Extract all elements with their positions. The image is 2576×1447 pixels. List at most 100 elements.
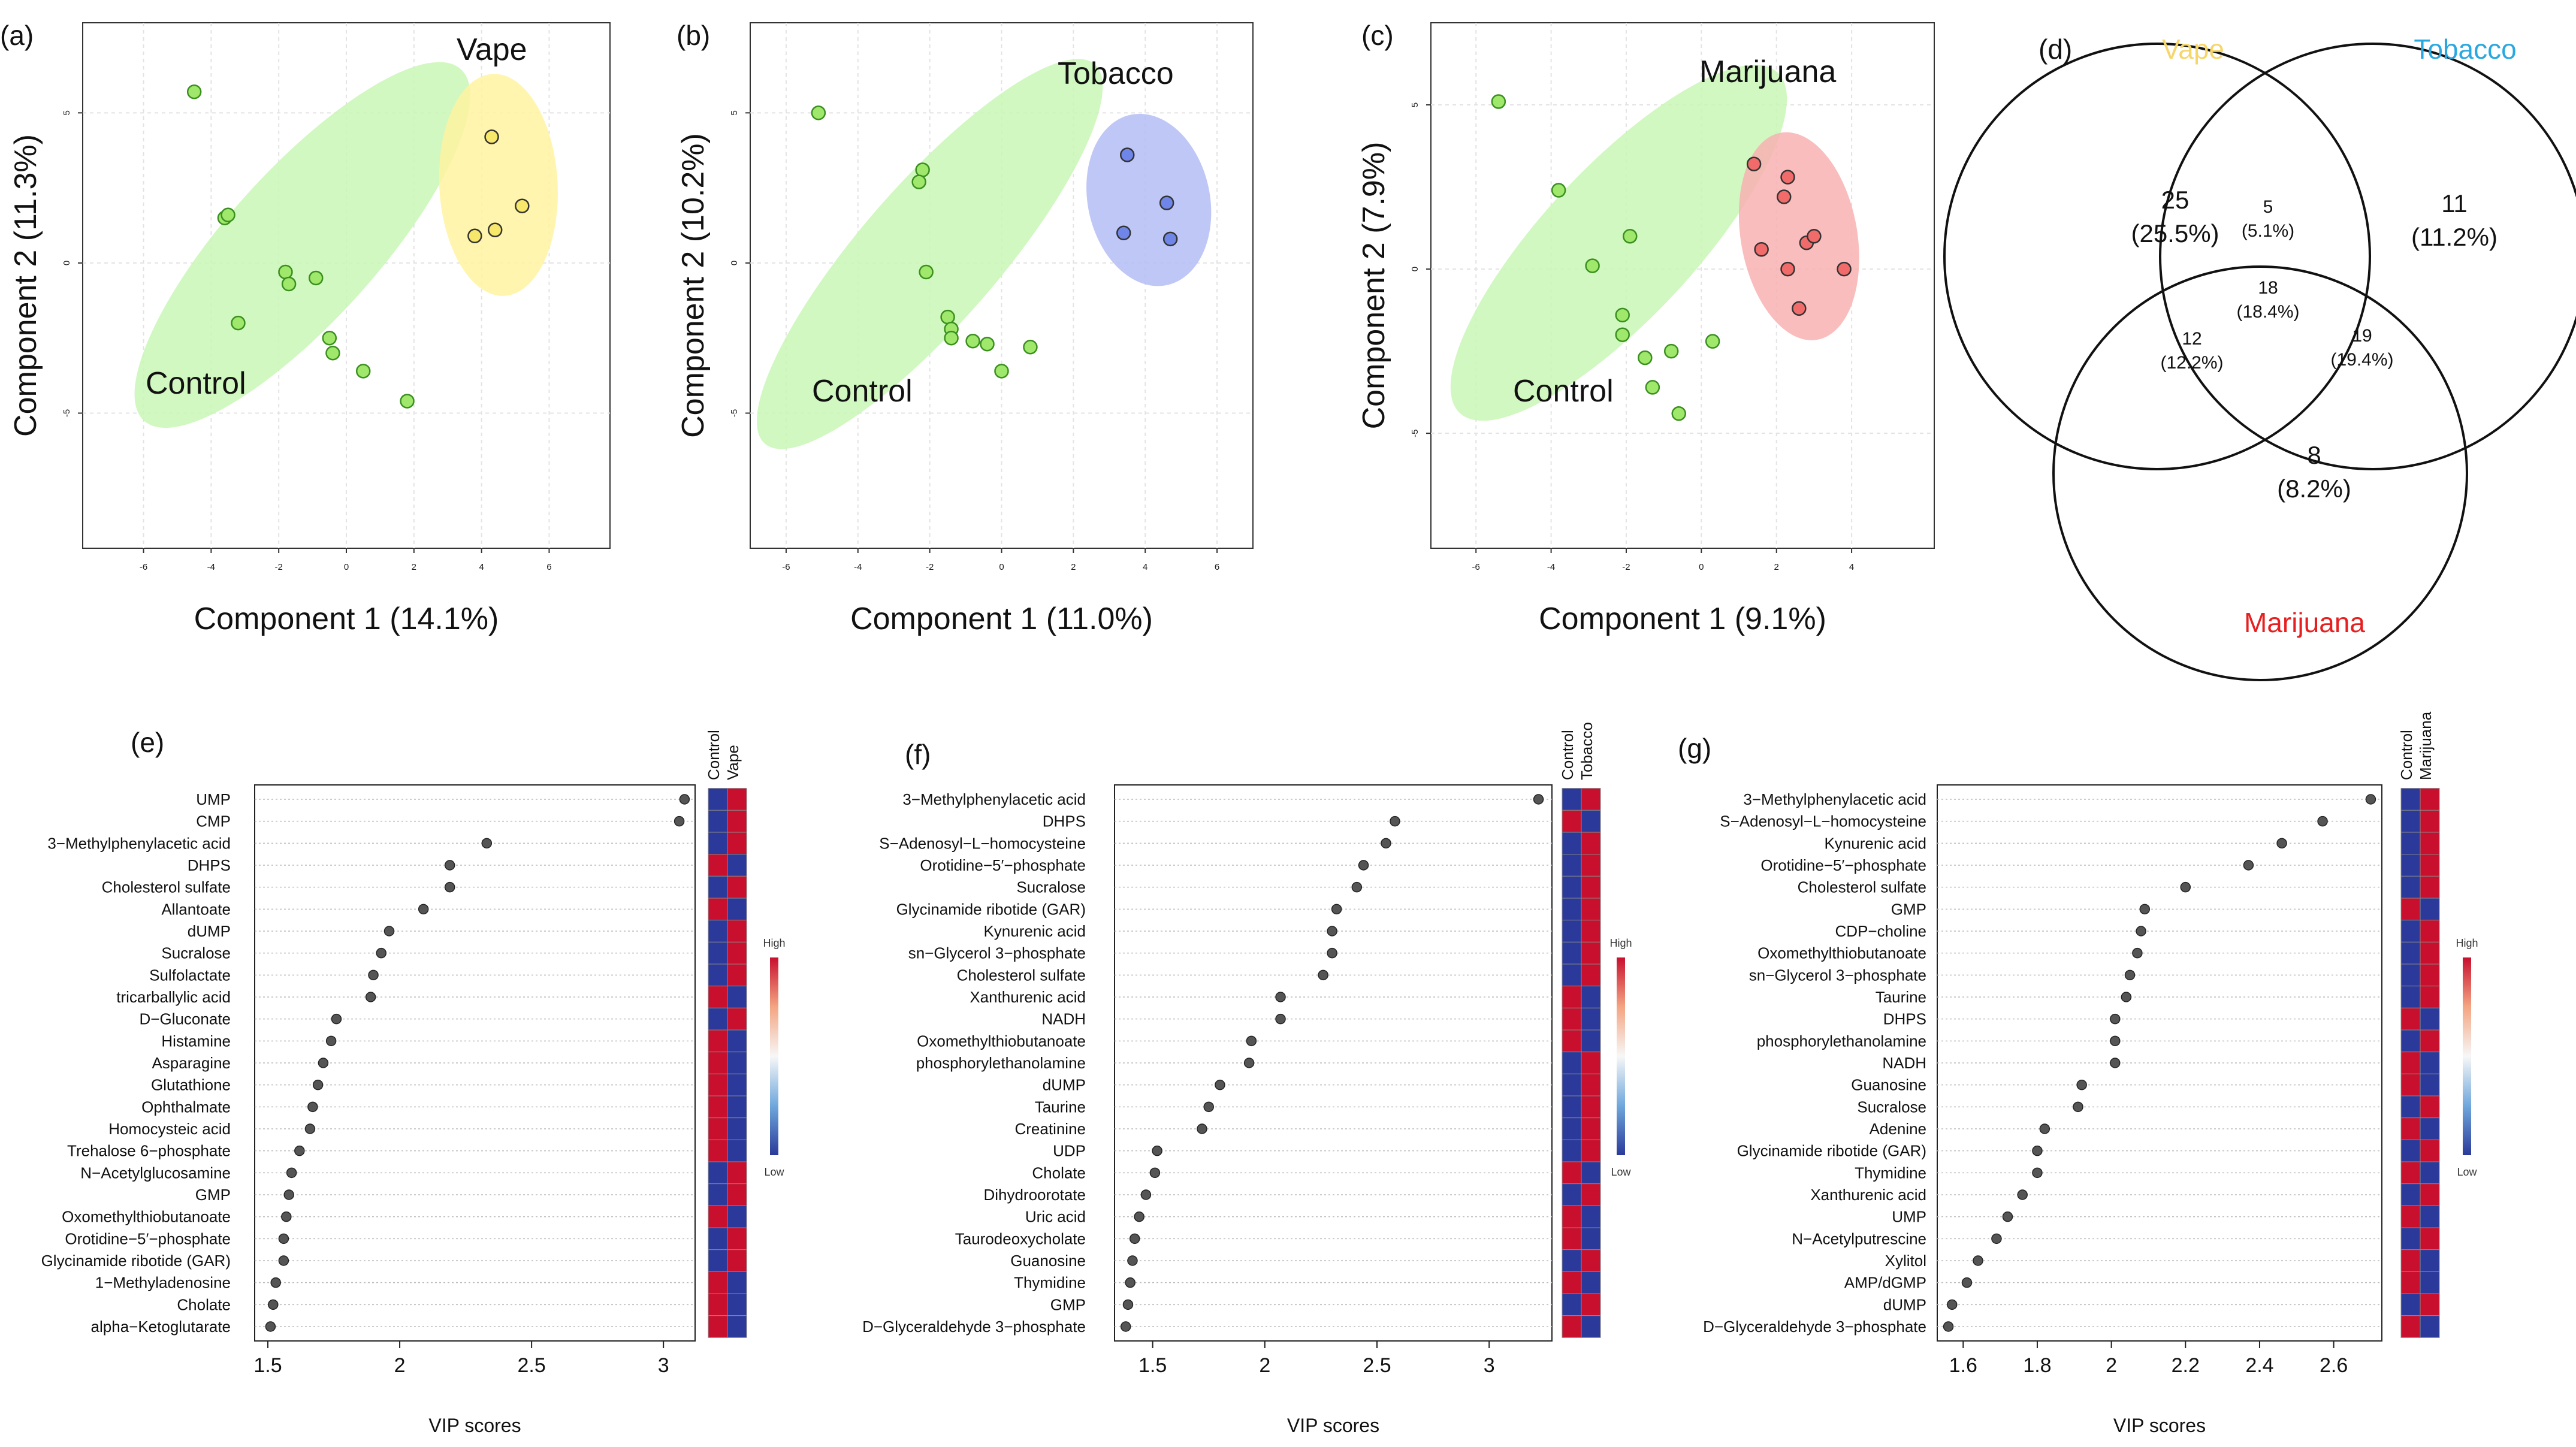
treatment-point (1162, 231, 1178, 247)
venn-set-label-marijuana: Marijuana (2244, 607, 2365, 638)
vip-panel-1: 1.5 2 2.5 3 VIP scores (e) UMP CMP 3−Methylpheny… (41, 727, 786, 1436)
heatmap-cell-control (708, 1183, 728, 1206)
heatmap-cell-treatment (1581, 986, 1601, 1008)
vip-point (1149, 1167, 1161, 1179)
metabolite-label: Taurine (1876, 988, 1926, 1006)
control-point (281, 276, 297, 292)
heatmap-cell-control (708, 1271, 728, 1294)
heatmap-cell-control (708, 875, 728, 899)
metabolite-label: NADH (1041, 1010, 1086, 1028)
color-scale-low: Low (1611, 1166, 1631, 1178)
pca-tick-label-x: -2 (275, 562, 283, 572)
metabolite-label: Adenine (1870, 1120, 1926, 1138)
heatmap-cell-control (1562, 788, 1582, 811)
metabolite-label: Thymidine (1855, 1164, 1926, 1182)
pca-tick-label-x: 0 (344, 562, 349, 572)
metabolite-label: 3−Methylphenylacetic acid (1743, 790, 1926, 808)
venn-set-label-vape: Vape (2162, 34, 2224, 65)
panel-label: (b) (677, 20, 710, 51)
heatmap-col-header-control: Control (2397, 730, 2415, 780)
pca-tick-label-x: 0 (999, 562, 1004, 572)
vip-point (1134, 1211, 1144, 1222)
metabolite-label: Trehalose 6−phosphate (67, 1142, 231, 1160)
control-point (1645, 380, 1660, 395)
vip-point (2124, 969, 2136, 981)
metabolite-label: Cholate (1032, 1164, 1086, 1182)
heatmap-cell-control (2400, 1073, 2421, 1096)
heatmap-cell-treatment (2420, 809, 2440, 833)
metabolite-label: UMP (1892, 1208, 1926, 1226)
vip-point (2039, 1123, 2050, 1134)
metabolite-label: Glycinamide ribotide (GAR) (896, 900, 1086, 918)
control-point (186, 84, 202, 99)
pca-y-axis-label: Component 2 (11.3%) (8, 134, 43, 437)
heatmap-cell-control (1562, 1117, 1582, 1140)
heatmap-cell-treatment (727, 1007, 747, 1031)
heatmap-cell-control (2400, 986, 2421, 1008)
metabolite-label: Sucralose (161, 944, 231, 962)
vip-point (1961, 1277, 1973, 1288)
heatmap-cell-control (708, 920, 728, 942)
heatmap-cell-control (2400, 1139, 2421, 1162)
vip-point (2002, 1211, 2013, 1222)
vip-point (1358, 860, 1369, 871)
venn-circle-marijuana (2052, 265, 2468, 681)
metabolite-label: DHPS (188, 856, 231, 874)
control-point (1615, 307, 1630, 323)
heatmap-cell-control (2400, 941, 2421, 965)
heatmap-cell-treatment (1581, 941, 1601, 965)
control-point (1491, 94, 1506, 109)
metabolite-label: Asparagine (152, 1054, 231, 1072)
vip-point (1197, 1123, 1207, 1134)
heatmap-cell-treatment (727, 1052, 747, 1074)
heatmap-cell-control (708, 832, 728, 855)
vip-point (1215, 1079, 1225, 1090)
treatment-label: Tobacco (1058, 56, 1174, 91)
heatmap-cell-control (2400, 854, 2421, 877)
panel-label: (a) (0, 20, 34, 51)
metabolite-label: Thymidine (1014, 1274, 1086, 1292)
venn-pct-vape_marijuana: (12.2%) (2160, 353, 2223, 373)
control-label: Control (1513, 374, 1614, 409)
metabolite-label: GMP (1050, 1295, 1086, 1313)
heatmap-cell-treatment (727, 1139, 747, 1162)
heatmap-cell-control (708, 1029, 728, 1053)
pca-tick-label-x: -4 (1547, 562, 1555, 572)
vip-point (278, 1255, 289, 1266)
heatmap-cell-control (1562, 1007, 1582, 1031)
metabolite-label: Oxomethylthiobutanoate (917, 1032, 1086, 1050)
control-point (1671, 406, 1686, 421)
heatmap-cell-treatment (2420, 854, 2440, 877)
metabolite-label: Oxomethylthiobutanoate (62, 1208, 231, 1226)
treatment-label: Vape (457, 32, 527, 67)
metabolite-label: Histamine (161, 1032, 231, 1050)
metabolite-label: GMP (1891, 900, 1926, 918)
heatmap-cell-treatment (1581, 1139, 1601, 1162)
metabolite-label: Glutathione (151, 1076, 231, 1094)
heatmap-cell-control (708, 1139, 728, 1162)
heatmap-cell-treatment (1581, 1161, 1601, 1185)
treatment-point (484, 129, 499, 144)
vip-x-axis-label: VIP scores (428, 1415, 521, 1436)
color-scale-bar (770, 957, 778, 1155)
pca-tick-label-x: 6 (1215, 562, 1219, 572)
pca-tick-label-x: -6 (782, 562, 790, 572)
heatmap-cell-treatment (2420, 1073, 2440, 1096)
vip-point (331, 1013, 342, 1025)
vip-point (304, 1123, 316, 1134)
vip-point (1129, 1233, 1140, 1244)
control-point (308, 270, 324, 286)
vip-point (278, 1233, 289, 1244)
heatmap-cell-control (708, 854, 728, 877)
heatmap-cell-treatment (1581, 1117, 1601, 1140)
heatmap-cell-treatment (1581, 1315, 1601, 1338)
vip-point (268, 1299, 279, 1310)
heatmap-cell-control (1562, 1315, 1582, 1338)
metabolite-label: GMP (195, 1186, 231, 1204)
pca-tick-label-y: 0 (1410, 267, 1420, 271)
vip-point (1318, 969, 1328, 981)
heatmap-cell-control (708, 963, 728, 987)
heatmap-cell-control (2400, 1249, 2421, 1272)
heatmap-cell-control (1562, 920, 1582, 942)
pca-tick-label-x: 2 (1071, 562, 1076, 572)
